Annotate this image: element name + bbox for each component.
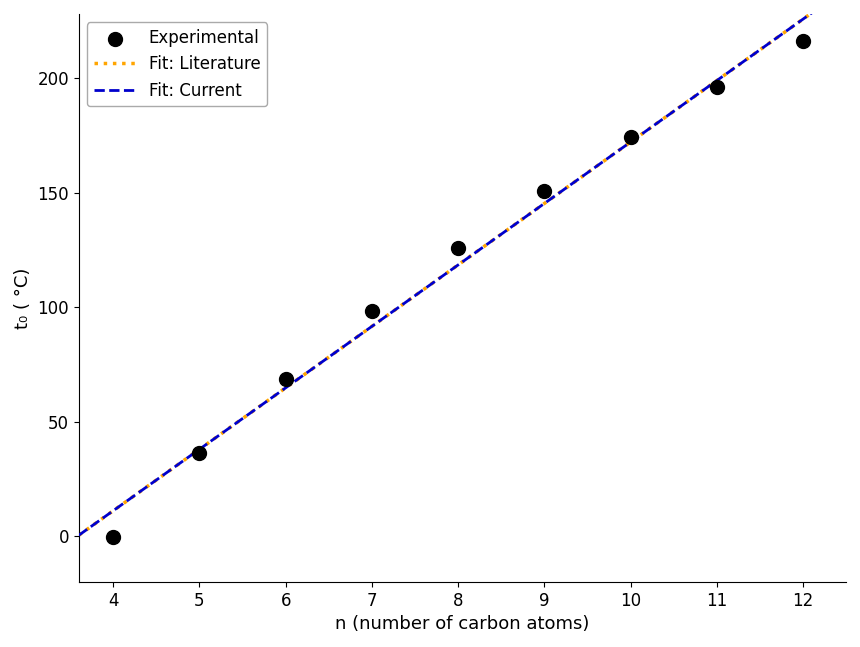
Fit: Literature: (3.63, 1.14): Literature: (3.63, 1.14) [77,529,87,537]
Fit: Literature: (9.05, 146): Literature: (9.05, 146) [544,197,554,204]
Fit: Current: (8.87, 142): Current: (8.87, 142) [528,208,538,215]
Fit: Literature: (8.9, 142): Literature: (8.9, 142) [531,206,541,214]
Line: Fit: Current: Fit: Current [79,0,846,535]
Experimental [710,82,723,93]
Experimental [452,243,465,254]
Experimental [624,132,637,142]
Fit: Current: (9.05, 146): Current: (9.05, 146) [544,197,554,204]
Fit: Current: (11.7, 217): Current: (11.7, 217) [769,36,779,43]
Fit: Literature: (3.6, 0.337): Literature: (3.6, 0.337) [74,531,84,539]
Fit: Literature: (11.1, 202): Literature: (11.1, 202) [721,71,731,78]
Experimental [538,186,551,196]
Fit: Current: (8.9, 142): Current: (8.9, 142) [531,206,541,214]
Experimental [279,373,292,384]
X-axis label: n (number of carbon atoms): n (number of carbon atoms) [335,615,590,633]
Fit: Current: (3.63, 1.14): Current: (3.63, 1.14) [77,529,87,537]
Experimental [107,532,120,542]
Legend: Experimental, Fit: Literature, Fit: Current: Experimental, Fit: Literature, Fit: Curr… [87,22,267,106]
Experimental [365,305,378,316]
Y-axis label: t₀ ( °C): t₀ ( °C) [14,267,32,329]
Fit: Current: (3.6, 0.337): Current: (3.6, 0.337) [74,531,84,539]
Experimental [193,448,206,459]
Line: Fit: Literature: Fit: Literature [79,0,846,535]
Experimental [796,36,810,46]
Fit: Literature: (8.87, 142): Literature: (8.87, 142) [528,208,538,215]
Fit: Literature: (11.7, 217): Literature: (11.7, 217) [769,36,779,43]
Fit: Current: (11.1, 202): Current: (11.1, 202) [721,71,731,78]
